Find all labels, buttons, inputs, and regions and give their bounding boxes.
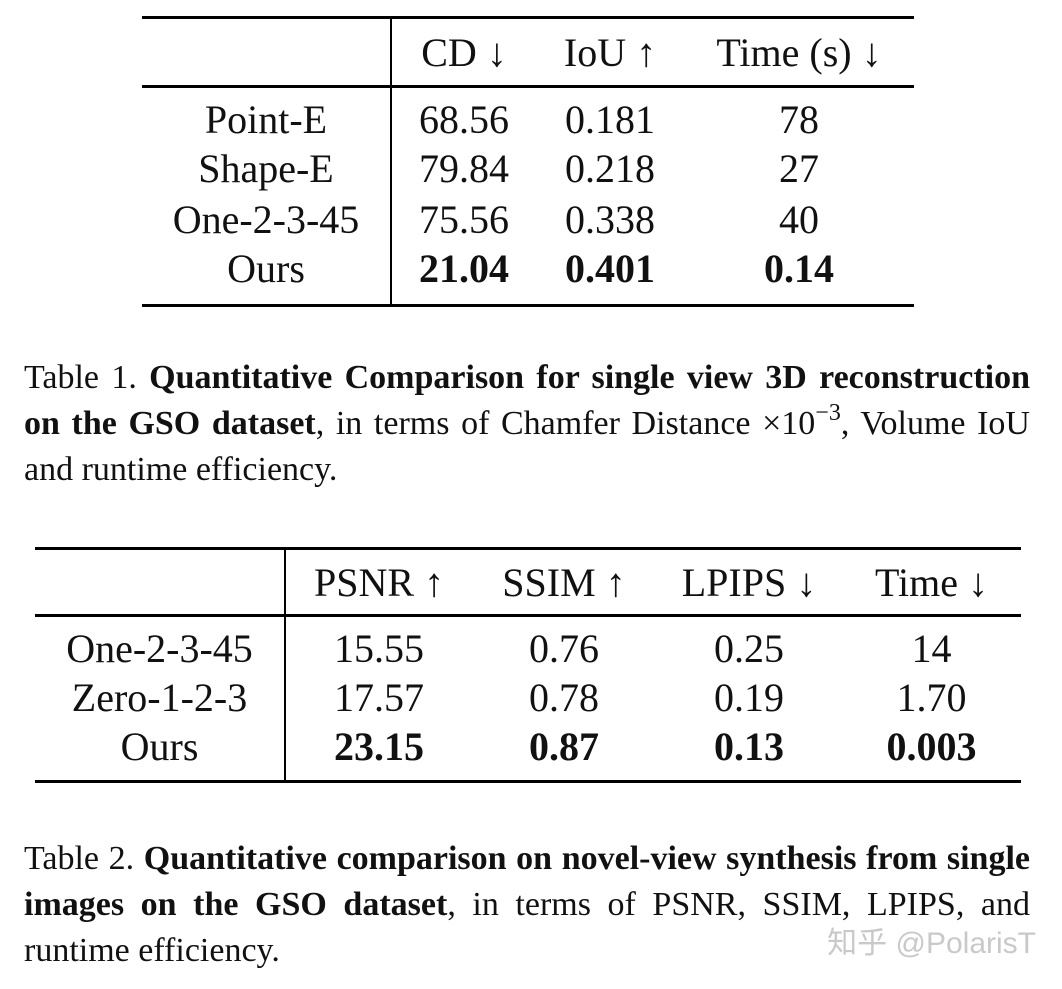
table-1-time-cell-best: 0.14 <box>764 246 834 291</box>
table-1-method-cell: Point-E <box>142 86 392 143</box>
table-row: Ours 23.15 0.87 0.13 0.003 <box>35 723 1021 782</box>
table-1-cd-cell: 68.56 <box>419 97 509 142</box>
table-1-header-cd: CD ↓ <box>391 17 536 88</box>
table-2-header-psnr: PSNR ↑ <box>285 548 472 617</box>
table-1-iou-cell: 0.338 <box>565 197 655 242</box>
table-1-method-cell: Ours <box>142 245 392 306</box>
table-2-lpips-cell-best: 0.13 <box>714 724 784 769</box>
caption-text: , in terms of Chamfer Distance ×10 <box>315 405 816 442</box>
table-row: One-2-3-45 15.55 0.76 0.25 14 <box>35 615 1021 672</box>
table-1-iou-cell: 0.218 <box>565 146 655 191</box>
table-2-time-cell-best: 0.003 <box>886 724 977 769</box>
caption-exponent: −3 <box>815 400 841 426</box>
caption-label: Table 2. <box>24 840 135 877</box>
table-2-header-method <box>35 548 286 617</box>
table-row: Shape-E 79.84 0.218 27 <box>142 143 914 194</box>
table-1-header-iou: IoU ↑ <box>536 17 684 88</box>
table-1-iou-cell: 0.181 <box>565 97 655 142</box>
table-2-ssim-cell-best: 0.87 <box>529 724 599 769</box>
table-1-header-method <box>142 17 392 88</box>
table-2-header-ssim: SSIM ↑ <box>472 548 656 617</box>
table-1-method-cell: Shape-E <box>142 143 392 194</box>
table-1-time-cell: 40 <box>779 197 819 242</box>
table-2-header-row: PSNR ↑ SSIM ↑ LPIPS ↓ Time ↓ <box>35 548 1021 617</box>
table-1-iou-cell-best: 0.401 <box>565 246 655 291</box>
caption-text: , Volume IoU and runtime efficiency. <box>24 405 1030 488</box>
table-row: Point-E 68.56 0.181 78 <box>142 86 914 143</box>
table-1-header-row: CD ↓ IoU ↑ Time (s) ↓ <box>142 17 914 88</box>
table-1: CD ↓ IoU ↑ Time (s) ↓ Point-E 68.56 0.18… <box>142 16 914 307</box>
table-row: Zero-1-2-3 17.57 0.78 0.19 1.70 <box>35 672 1021 723</box>
table-2-lpips-cell: 0.25 <box>714 626 784 671</box>
caption-bold-title: Quantitative Comparison for single view … <box>24 359 1031 442</box>
table-1-cd-cell: 75.56 <box>419 197 509 242</box>
table-2-method-cell: Ours <box>35 723 286 782</box>
table-2-header-time: Time ↓ <box>842 548 1021 617</box>
table-1-caption: Table 1. Quantitative Comparison for sin… <box>24 355 1030 493</box>
table-1-cd-cell-best: 21.04 <box>419 246 509 291</box>
table-2-lpips-cell: 0.19 <box>714 675 784 720</box>
table-2-psnr-cell-best: 23.15 <box>334 724 424 769</box>
table-2-psnr-cell: 15.55 <box>334 626 424 671</box>
table-2-ssim-cell: 0.78 <box>529 675 599 720</box>
table-2-ssim-cell: 0.76 <box>529 626 599 671</box>
table-2-psnr-cell: 17.57 <box>334 675 424 720</box>
table-2-time-cell: 14 <box>911 626 952 671</box>
table-row: One-2-3-45 75.56 0.338 40 <box>142 194 914 245</box>
caption-text: , in terms of PSNR, SSIM, LPIPS, and run… <box>24 886 1030 969</box>
table-2-time-cell: 1.70 <box>896 675 967 720</box>
caption-bold-title: Quantitative comparison on novel-view sy… <box>24 840 1030 923</box>
caption-label: Table 1. <box>24 359 137 396</box>
table-2-caption: Table 2. Quantitative comparison on nove… <box>24 836 1030 974</box>
table-2-header-lpips: LPIPS ↓ <box>656 548 842 617</box>
table-2: PSNR ↑ SSIM ↑ LPIPS ↓ Time ↓ One-2-3-45 … <box>35 547 1021 783</box>
table-1-time-cell: 78 <box>779 97 819 142</box>
table-1-method-cell: One-2-3-45 <box>142 194 392 245</box>
table-1-cd-cell: 79.84 <box>419 146 509 191</box>
table-2-method-cell: Zero-1-2-3 <box>35 672 286 723</box>
table-row: Ours 21.04 0.401 0.14 <box>142 245 914 306</box>
table-1-time-cell: 27 <box>779 146 819 191</box>
table-1-header-time: Time (s) ↓ <box>684 17 914 88</box>
watermark: 知乎 @PolarisT <box>827 927 1036 960</box>
table-2-method-cell: One-2-3-45 <box>35 615 286 672</box>
